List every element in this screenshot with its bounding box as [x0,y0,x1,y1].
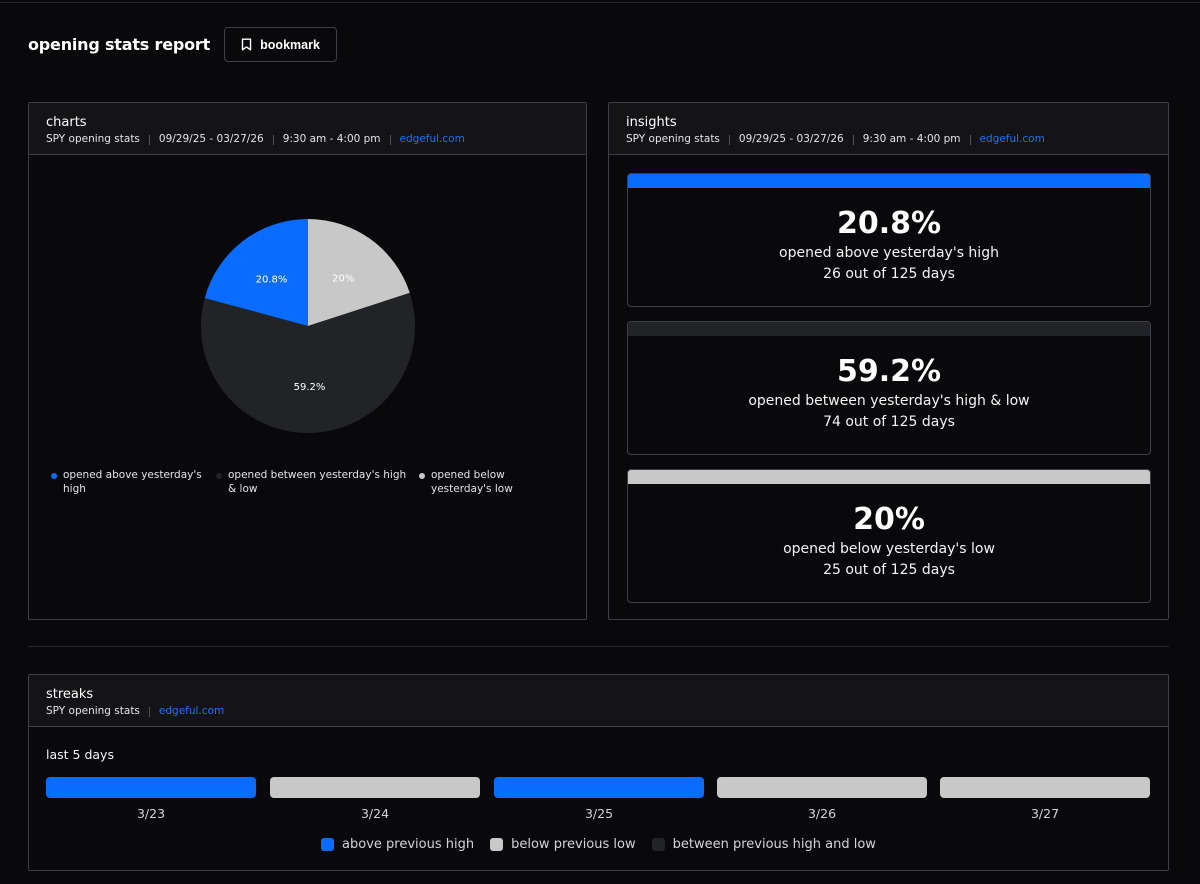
charts-card-title: charts [46,115,87,130]
legend-label-above: opened above yesterday's high [63,469,202,495]
streaks-card-header: streaks SPY opening stats edgeful.com [29,675,1168,727]
streak-legend-swatch [490,838,504,851]
streaks-subtitle: last 5 days [46,747,114,762]
source-link[interactable]: edgeful.com [399,133,465,145]
insights-card: insights SPY opening stats 09/29/25 - 03… [608,102,1169,620]
charts-card-meta: SPY opening stats 09/29/25 - 03/27/26 9:… [46,133,569,146]
meta-separator [852,134,854,145]
streak-legend-label: between previous high and low [672,837,876,852]
meta-session: 9:30 am - 4:00 pm [862,133,961,145]
streaks-card-title: streaks [46,687,94,702]
bookmark-button[interactable]: bookmark [224,27,338,62]
streak-legend-between: between previous high and low [651,837,876,852]
insight-percent: 20.8% [836,206,942,241]
streak-legend-below: below previous low [490,837,636,852]
page-header: opening stats report bookmark [28,27,338,62]
legend-label-between: opened between yesterday's high & low [228,469,407,495]
meta-dates: 09/29/25 - 03/27/26 [738,133,844,145]
streak-date-day-2: 3/24 [360,806,390,821]
meta-session: 9:30 am - 4:00 pm [282,133,381,145]
streak-date-day-5: 3/27 [1030,806,1060,821]
streak-legend-swatch [651,838,665,851]
pie-slice [204,219,308,326]
insight-percent: 59.2% [836,354,942,389]
insights-card-header: insights SPY opening stats 09/29/25 - 03… [609,103,1168,155]
streak-legend-label: above previous high [342,837,475,852]
legend-dot-above [51,473,57,479]
meta-dates: 09/29/25 - 03/27/26 [158,133,264,145]
streaks-legend: above previous high below previous low b… [29,837,1168,852]
meta-separator [148,134,150,145]
insight-card-below: 20% opened below yesterday's low 25 out … [627,469,1151,603]
streak-bar-day-3 [494,777,704,798]
streak-bar-day-1 [46,777,256,798]
insight-color-bar [628,174,1150,188]
page-title: opening stats report [28,35,211,54]
legend-item-below: opened below yesterday's low [419,468,513,496]
meta-separator [728,134,730,145]
charts-card-header: charts SPY opening stats 09/29/25 - 03/2… [29,103,586,155]
insight-count: 25 out of 125 days [823,562,955,578]
streak-legend-label: below previous low [511,837,636,852]
insight-color-bar [628,322,1150,336]
legend-item-above: opened above yesterday's high [51,468,202,496]
top-border [0,2,1200,3]
meta-ticker: SPY opening stats [626,133,720,145]
streak-bar-day-2 [270,777,480,798]
insights-card-title: insights [626,115,677,130]
source-link[interactable]: edgeful.com [979,133,1045,145]
legend-dot-below [419,473,425,479]
bookmark-label: bookmark [260,37,320,52]
streak-bar-day-4 [717,777,927,798]
streak-date-day-3: 3/25 [584,806,614,821]
streak-date-day-4: 3/26 [807,806,837,821]
insight-percent: 20% [853,502,925,537]
source-link[interactable]: edgeful.com [158,705,225,717]
meta-ticker: SPY opening stats [46,133,140,145]
section-divider [28,646,1169,647]
pie-slice [200,292,415,433]
insight-count: 74 out of 125 days [823,414,955,430]
insight-description: opened between yesterday's high & low [748,393,1030,409]
legend-dot-between [216,473,222,479]
streak-legend-above: above previous high [321,837,474,852]
pie-data-label: 59.2% [294,382,326,393]
insights-card-meta: SPY opening stats 09/29/25 - 03/27/26 9:… [626,133,1151,146]
pie-chart: 20% 59.2% 20.8% [200,219,415,433]
streaks-card-meta: SPY opening stats edgeful.com [46,705,1151,718]
insight-color-bar [628,470,1150,484]
insight-card-above: 20.8% opened above yesterday's high 26 o… [627,173,1151,307]
meta-separator [148,706,150,717]
insight-count: 26 out of 125 days [823,266,955,282]
streak-date-day-1: 3/23 [136,806,166,821]
streaks-card: streaks SPY opening stats edgeful.com la… [28,674,1169,871]
streak-legend-swatch [321,838,335,851]
meta-separator [969,134,971,145]
streak-bar-day-5 [940,777,1150,798]
bookmark-icon [241,38,252,51]
legend-label-below: opened below yesterday's low [431,469,513,495]
meta-separator [272,134,274,145]
charts-card: charts SPY opening stats 09/29/25 - 03/2… [28,102,587,620]
insight-description: opened above yesterday's high [779,245,999,261]
pie-slice [308,219,410,326]
meta-separator [389,134,391,145]
insight-card-between: 59.2% opened between yesterday's high & … [627,321,1151,455]
legend-item-between: opened between yesterday's high & low [216,468,406,496]
pie-data-label: 20% [332,273,354,284]
insight-description: opened below yesterday's low [783,541,995,557]
pie-data-label: 20.8% [256,274,288,285]
meta-ticker: SPY opening stats [46,705,140,717]
pie-legend: opened above yesterday's high opened betw… [29,468,586,508]
